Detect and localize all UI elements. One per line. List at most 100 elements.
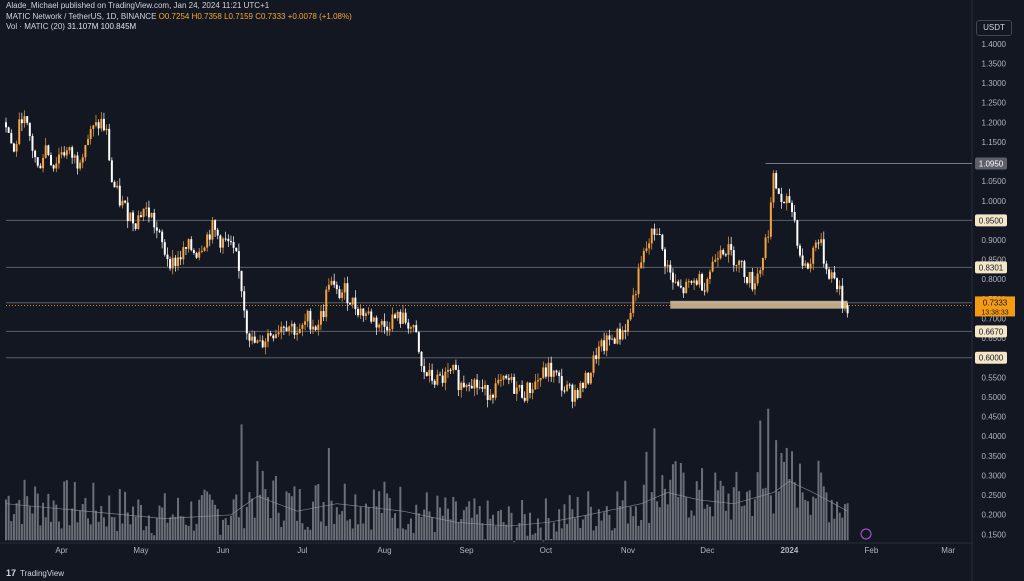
candle-body xyxy=(693,280,696,283)
volume-bar xyxy=(841,517,844,541)
candle-body xyxy=(409,327,412,329)
volume-bar xyxy=(589,506,592,541)
y-tick-label: 1.1500 xyxy=(982,138,1007,147)
volume-bar xyxy=(76,522,79,541)
volume-bar xyxy=(624,480,627,541)
footer-brand[interactable]: 17 TradingView xyxy=(6,568,64,578)
volume-bar xyxy=(536,518,539,541)
volume-bar xyxy=(830,499,833,541)
volume-bar xyxy=(34,486,37,541)
x-tick-label: Dec xyxy=(700,546,714,555)
candle-body xyxy=(351,297,354,305)
candle-body xyxy=(34,150,37,158)
candle-body xyxy=(412,325,415,328)
candle-body xyxy=(468,384,471,386)
volume-bar xyxy=(372,489,375,541)
y-tick-label: 1.0500 xyxy=(982,177,1007,186)
x-tick-label: Apr xyxy=(55,546,68,555)
candle-body xyxy=(15,144,18,152)
volume-bar xyxy=(616,491,619,541)
volume-bar xyxy=(229,516,232,541)
volume-bar xyxy=(52,500,55,541)
volume-bar xyxy=(47,493,50,541)
volume-bar xyxy=(245,506,248,541)
candle-body xyxy=(240,270,243,292)
candle-body xyxy=(507,378,510,380)
candle-body xyxy=(727,244,730,255)
candle-body xyxy=(611,338,614,340)
volume-bar xyxy=(327,447,330,541)
volume-bar xyxy=(727,493,730,541)
volume-bar xyxy=(579,527,582,541)
volume-bar xyxy=(738,491,741,541)
candle-body xyxy=(645,248,648,251)
candle-body xyxy=(568,384,571,386)
y-tick-label: 0.6500 xyxy=(982,334,1007,343)
candle-body xyxy=(478,387,481,389)
volume-bar xyxy=(775,440,778,541)
volume-bar xyxy=(42,502,45,541)
candle-body xyxy=(208,234,211,240)
volume-bar xyxy=(55,504,58,541)
candle-body xyxy=(621,330,624,340)
volume-bar xyxy=(595,526,598,541)
candle-body xyxy=(428,369,431,376)
candle-body xyxy=(814,242,817,248)
volume-bar xyxy=(333,524,336,541)
candle-body xyxy=(550,362,553,377)
volume-bar xyxy=(325,525,328,541)
candle-body xyxy=(788,196,791,203)
volume-bar xyxy=(462,510,465,541)
candle-body xyxy=(658,234,661,236)
candle-body xyxy=(634,294,637,296)
volume-bar xyxy=(820,472,823,541)
y-tick-label: 1.0000 xyxy=(982,197,1007,206)
candle-body xyxy=(68,147,71,151)
candle-body xyxy=(92,125,95,129)
volume-bar xyxy=(216,508,219,541)
candle-body xyxy=(229,241,232,243)
candle-body xyxy=(473,379,476,389)
candle-body xyxy=(134,223,137,229)
candle-body xyxy=(407,322,410,329)
volume-bar xyxy=(39,525,42,541)
volume-bar xyxy=(383,481,386,541)
candle-body xyxy=(431,369,434,381)
volume-bar xyxy=(708,506,711,541)
candle-body xyxy=(444,371,447,383)
candle-body xyxy=(362,308,365,316)
volume-bar xyxy=(330,500,333,541)
candle-body xyxy=(626,319,629,332)
candle-body xyxy=(298,328,301,334)
candle-body xyxy=(656,234,659,236)
volume-bar xyxy=(444,497,447,541)
candle-body xyxy=(756,273,759,284)
candle-body xyxy=(346,283,349,304)
candle-body xyxy=(330,280,333,285)
volume-bar xyxy=(290,496,293,541)
candle-body xyxy=(690,281,693,283)
volume-bar xyxy=(780,452,783,541)
x-tick-label: Jul xyxy=(297,546,307,555)
volume-bar xyxy=(7,495,10,541)
last-price-countdown: 13:38:33 xyxy=(981,309,1008,316)
volume-bar xyxy=(825,492,828,541)
volume-bar xyxy=(761,488,764,541)
volume-bar xyxy=(367,507,370,541)
candle-body xyxy=(150,212,153,218)
currency-button[interactable]: USDT xyxy=(976,20,1012,36)
volume-bar xyxy=(658,507,661,541)
candle-body xyxy=(579,383,582,399)
y-tick-label: 1.3000 xyxy=(982,79,1007,88)
candle-body xyxy=(319,311,322,325)
candle-body xyxy=(753,283,756,290)
volume-bar xyxy=(163,493,166,541)
volume-bar xyxy=(695,481,698,541)
candle-body xyxy=(751,271,754,290)
candle-body xyxy=(558,372,561,377)
volume-bar xyxy=(282,520,285,541)
candle-body xyxy=(441,375,444,383)
volume-bar xyxy=(288,493,291,541)
candle-body xyxy=(460,382,463,391)
